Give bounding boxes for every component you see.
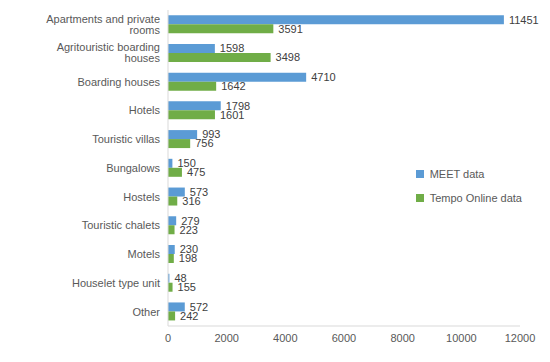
svg-text:Houselet type unit: Houselet type unit xyxy=(72,277,160,289)
svg-text:2000: 2000 xyxy=(214,332,238,344)
svg-text:6000: 6000 xyxy=(332,332,356,344)
svg-text:Boarding houses: Boarding houses xyxy=(77,76,160,88)
svg-text:Hostels: Hostels xyxy=(123,191,160,203)
svg-text:Motels: Motels xyxy=(128,248,161,260)
svg-text:Bungalows: Bungalows xyxy=(106,162,160,174)
svg-text:155: 155 xyxy=(178,281,196,293)
svg-text:572: 572 xyxy=(189,300,209,313)
svg-text:Hotels: Hotels xyxy=(129,104,161,116)
svg-text:573: 573 xyxy=(189,185,209,198)
svg-text:223: 223 xyxy=(180,224,198,236)
svg-text:279: 279 xyxy=(181,214,200,227)
svg-text:8000: 8000 xyxy=(390,332,414,344)
svg-text:Touristic villas: Touristic villas xyxy=(92,133,160,145)
svg-text:Other: Other xyxy=(132,306,160,318)
svg-text:12000: 12000 xyxy=(505,332,536,344)
svg-text:1798: 1798 xyxy=(225,99,251,112)
svg-text:Agritouristic boardinghouses: Agritouristic boardinghouses xyxy=(57,41,161,64)
svg-text:0: 0 xyxy=(165,332,171,344)
html-text:MEET data: MEET data xyxy=(429,168,485,180)
svg-text:316: 316 xyxy=(182,195,200,207)
svg-text:230: 230 xyxy=(179,243,199,256)
svg-text:Apartments and privaterooms: Apartments and privaterooms xyxy=(46,13,160,36)
svg-text:3498: 3498 xyxy=(276,51,300,63)
svg-text:3591: 3591 xyxy=(278,23,302,35)
svg-text:48: 48 xyxy=(174,272,187,285)
svg-text:11451: 11451 xyxy=(509,14,539,26)
svg-text:1642: 1642 xyxy=(221,80,245,92)
svg-text:150: 150 xyxy=(177,157,196,170)
svg-text:10000: 10000 xyxy=(446,332,477,344)
svg-text:993: 993 xyxy=(202,128,221,141)
svg-text:1598: 1598 xyxy=(220,42,244,54)
svg-text:Touristic chalets: Touristic chalets xyxy=(82,219,161,231)
svg-text:198: 198 xyxy=(179,252,197,264)
svg-text:756: 756 xyxy=(195,137,213,149)
html-text:Tempo Online data: Tempo Online data xyxy=(429,192,522,204)
svg-text:1601: 1601 xyxy=(220,109,244,121)
svg-text:475: 475 xyxy=(187,166,205,178)
svg-text:242: 242 xyxy=(180,310,198,322)
svg-text:4000: 4000 xyxy=(273,332,297,344)
svg-text:4710: 4710 xyxy=(311,71,335,83)
